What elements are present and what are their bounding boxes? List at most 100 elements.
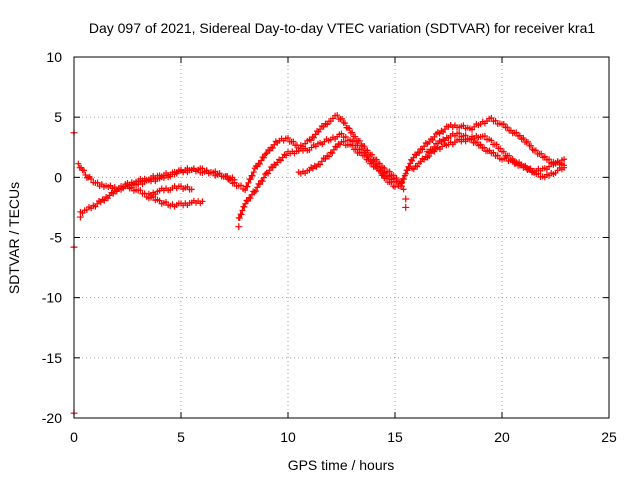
data-point: [561, 156, 568, 163]
data-point: [522, 162, 529, 169]
data-point: [532, 147, 539, 154]
data-point: [310, 134, 317, 141]
data-point: [266, 147, 273, 154]
data-point: [358, 149, 365, 156]
data-point: [238, 211, 245, 218]
data-point: [425, 149, 432, 156]
data-point: [283, 152, 290, 159]
chart-title: Day 097 of 2021, Sidereal Day-to-day VTE…: [89, 20, 595, 36]
y-tick-label: 0: [54, 169, 62, 185]
data-point: [494, 152, 501, 159]
grid-layer: [74, 57, 609, 418]
data-point: [410, 166, 417, 173]
data-point: [199, 198, 206, 205]
data-point: [245, 179, 252, 186]
y-tick-label: -20: [42, 410, 62, 426]
data-point: [254, 163, 261, 170]
data-point: [481, 133, 488, 140]
data-point: [346, 125, 353, 132]
data-point: [251, 188, 258, 195]
data-point: [356, 138, 363, 145]
data-point: [317, 161, 324, 168]
data-point: [349, 142, 356, 149]
data-point: [258, 157, 265, 164]
data-point: [163, 198, 170, 205]
x-tick-label: 15: [387, 429, 403, 445]
data-point: [239, 207, 246, 214]
data-point: [402, 195, 410, 203]
data-point: [320, 123, 327, 130]
data-point: [402, 170, 409, 177]
data-point: [490, 149, 497, 156]
data-point: [329, 150, 336, 157]
data-point: [277, 157, 284, 164]
data-point: [260, 174, 267, 181]
data-point: [386, 172, 393, 179]
data-point: [400, 176, 407, 183]
data-point: [421, 143, 428, 150]
data-point: [244, 197, 251, 204]
data-point: [241, 203, 248, 210]
data-point: [503, 154, 510, 161]
data-point: [330, 146, 337, 153]
data-point: [260, 154, 267, 161]
data-point: [250, 169, 257, 176]
data-point: [531, 167, 538, 174]
data-point: [354, 142, 361, 149]
data-point: [492, 117, 499, 124]
y-axis-label: SDTVAR / TECUs: [6, 182, 22, 294]
data-point: [222, 173, 229, 180]
data-point: [317, 126, 324, 133]
data-point: [374, 163, 381, 170]
data-point: [235, 223, 243, 231]
data-point: [188, 186, 195, 193]
data-point: [456, 130, 463, 137]
data-point: [242, 187, 249, 194]
data-point: [417, 158, 424, 165]
data-point: [156, 197, 163, 204]
data-point: [262, 151, 269, 158]
data-point: [290, 138, 297, 145]
data-point: [561, 164, 568, 171]
data-point: [527, 165, 534, 172]
data-point: [373, 156, 380, 163]
data-point: [416, 149, 423, 156]
data-point: [326, 153, 333, 160]
data-point: [339, 115, 346, 122]
data-point: [137, 187, 144, 194]
data-point: [477, 141, 484, 148]
data-point: [541, 153, 548, 160]
data-point: [249, 172, 256, 179]
data-point: [528, 142, 535, 149]
data-point: [361, 143, 368, 150]
data-point: [462, 132, 469, 139]
data-point: [252, 187, 259, 194]
x-tick-label: 20: [494, 429, 510, 445]
data-point: [279, 154, 286, 161]
data-point: [500, 148, 507, 155]
y-tick-label: -10: [42, 290, 62, 306]
data-point: [247, 176, 254, 183]
data-point: [242, 200, 249, 207]
data-point: [421, 156, 428, 163]
data-point: [265, 170, 272, 177]
data-point: [352, 146, 359, 153]
y-tick-label: 10: [46, 49, 62, 65]
data-point: [524, 138, 531, 145]
data-point: [274, 159, 281, 166]
data-point: [399, 179, 406, 186]
data-point: [513, 129, 520, 136]
data-point: [500, 120, 507, 127]
data-point: [404, 167, 411, 174]
data-point: [402, 203, 410, 211]
data-point: [392, 183, 398, 190]
data-point: [376, 160, 383, 167]
data-point: [266, 167, 273, 174]
data-point: [318, 158, 325, 165]
tick-layer: 0 5 10 15 20 25 -20 -15 -10 -5 0 5 10: [42, 49, 617, 445]
data-point: [381, 169, 388, 176]
data-point: [419, 146, 426, 153]
data-point: [231, 176, 238, 183]
